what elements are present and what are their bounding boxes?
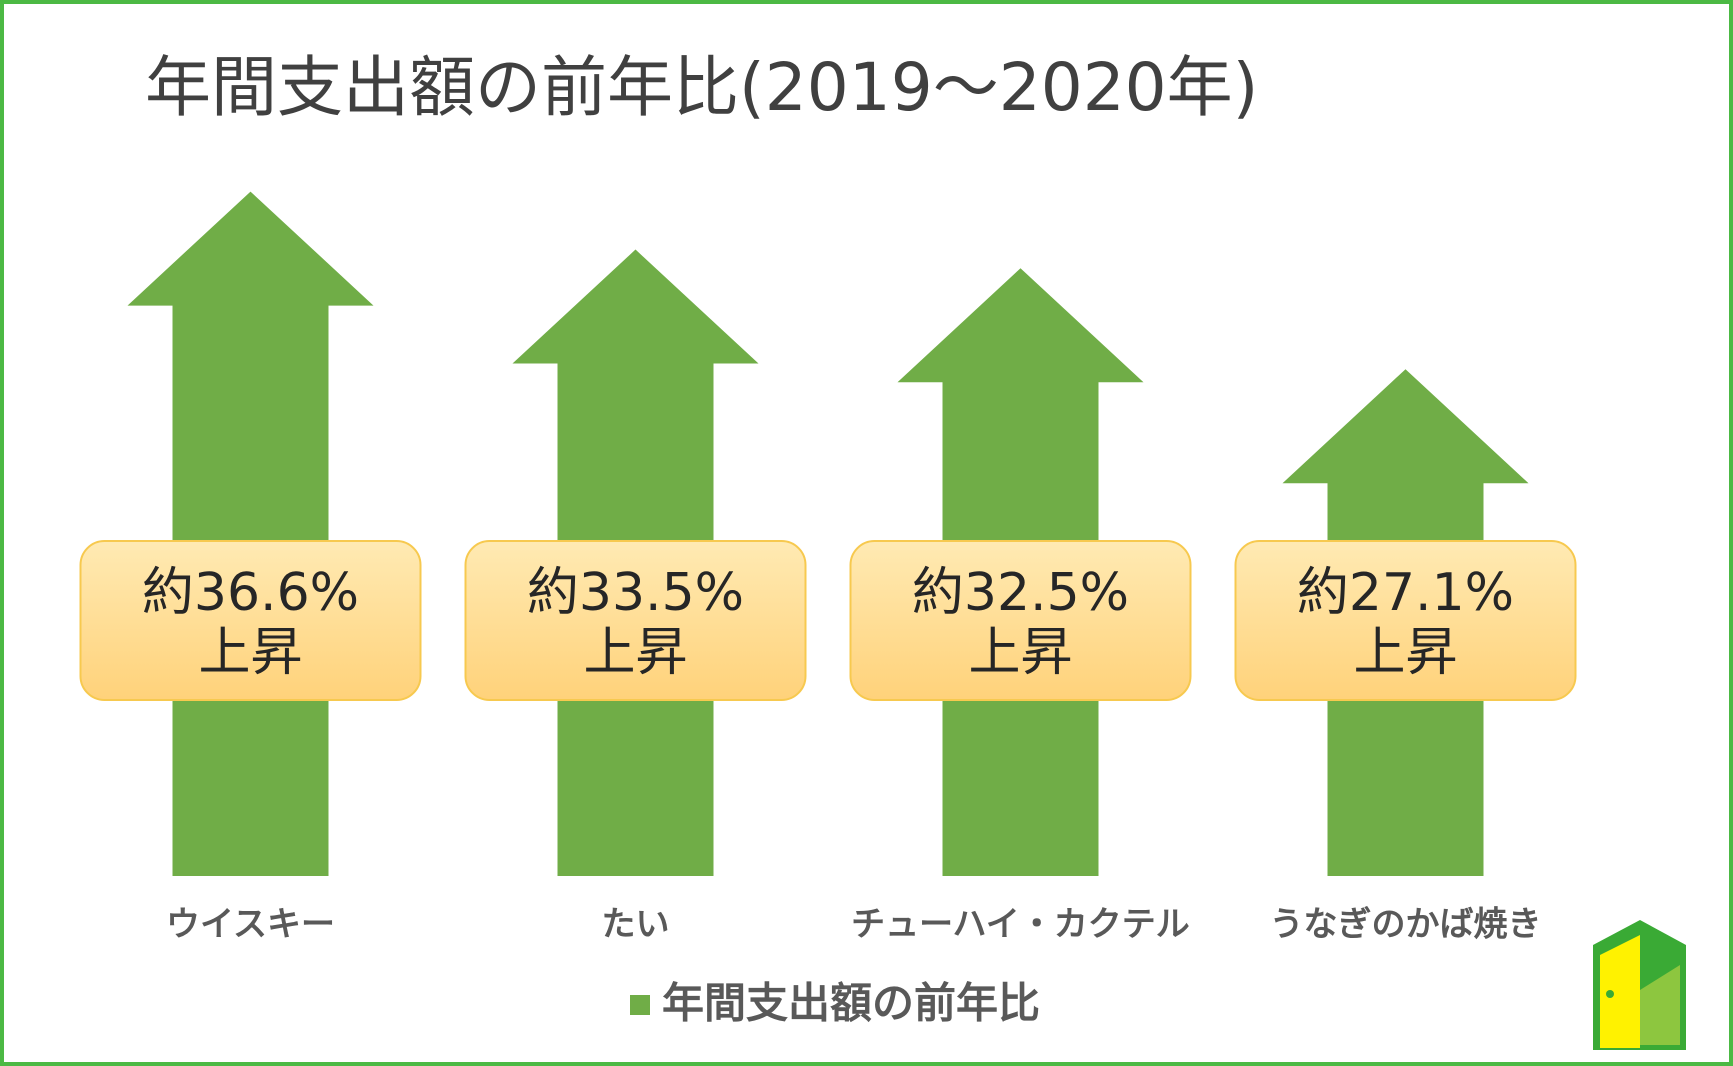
value-label: 約36.6% (142, 563, 359, 623)
value-label-box (849, 540, 1192, 701)
value-label: 約32.5% (912, 563, 1129, 623)
value-label-note: 上昇 (198, 623, 302, 683)
value-label-note: 上昇 (583, 623, 687, 683)
value-label-box (79, 540, 422, 701)
value-label-box (1234, 540, 1577, 701)
x-tick-label: チューハイ・カクテル (851, 905, 1190, 945)
arrow-bar (127, 191, 374, 876)
legend-swatch (630, 995, 650, 1015)
legend-label: 年間支出額の前年比 (662, 979, 1040, 1028)
value-label-box (464, 540, 807, 701)
x-tick-label: たい (602, 905, 670, 945)
value-label: 約33.5% (527, 563, 744, 623)
value-label: 約27.1% (1297, 563, 1514, 623)
chart-title: 年間支出額の前年比(2019～2020年) (145, 49, 1258, 126)
x-tick-label: うなぎのかば焼き (1270, 905, 1542, 945)
logo (1593, 920, 1686, 1050)
value-label-note: 上昇 (968, 623, 1072, 683)
value-label-note: 上昇 (1353, 623, 1457, 683)
plot-area: 約36.6%上昇約33.5%上昇約32.5%上昇約27.1%上昇ウイスキー たいチ… (79, 191, 1577, 1028)
x-tick-label: ウイスキー (166, 905, 335, 945)
